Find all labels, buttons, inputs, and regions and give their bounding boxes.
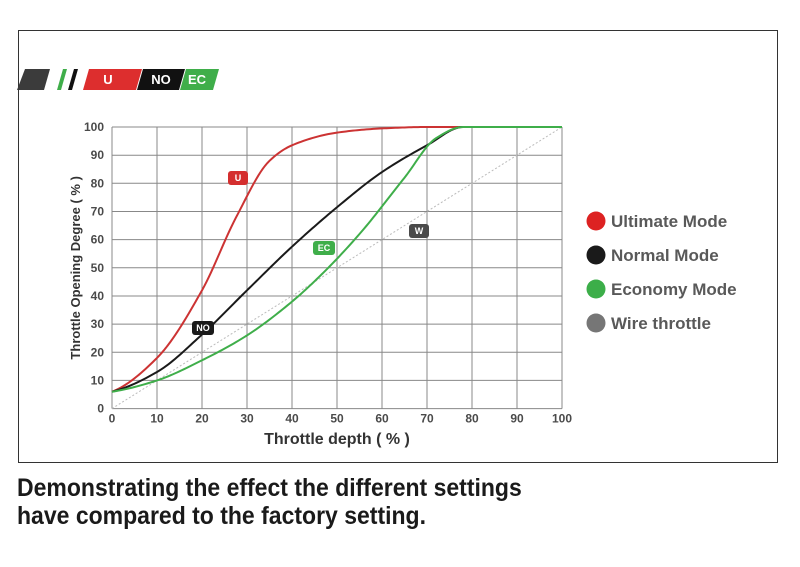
- svg-text:Throttle Opening Degree ( % ): Throttle Opening Degree ( % ): [68, 176, 83, 359]
- svg-text:U: U: [235, 173, 242, 183]
- svg-text:Normal Mode: Normal Mode: [611, 246, 719, 265]
- svg-text:90: 90: [91, 148, 105, 162]
- svg-text:70: 70: [420, 412, 434, 426]
- svg-text:10: 10: [150, 412, 164, 426]
- svg-text:50: 50: [330, 412, 344, 426]
- svg-text:30: 30: [240, 412, 254, 426]
- svg-text:80: 80: [91, 176, 105, 190]
- svg-text:10: 10: [91, 373, 105, 387]
- svg-text:60: 60: [375, 412, 389, 426]
- svg-text:90: 90: [510, 412, 524, 426]
- svg-text:Economy Mode: Economy Mode: [611, 280, 737, 299]
- svg-text:80: 80: [465, 412, 479, 426]
- svg-text:100: 100: [84, 120, 104, 134]
- svg-text:20: 20: [195, 412, 209, 426]
- svg-text:40: 40: [285, 412, 299, 426]
- svg-text:EC: EC: [318, 243, 331, 253]
- svg-text:Wire throttle: Wire throttle: [611, 314, 711, 333]
- svg-text:50: 50: [91, 261, 105, 275]
- svg-text:0: 0: [109, 412, 116, 426]
- svg-text:100: 100: [552, 412, 572, 426]
- svg-text:70: 70: [91, 205, 105, 219]
- svg-text:Ultimate Mode: Ultimate Mode: [611, 212, 727, 231]
- svg-text:30: 30: [91, 317, 105, 331]
- svg-text:0: 0: [97, 402, 104, 416]
- svg-text:40: 40: [91, 289, 105, 303]
- svg-text:W: W: [415, 226, 424, 236]
- svg-text:NO: NO: [196, 323, 210, 333]
- svg-text:20: 20: [91, 345, 105, 359]
- svg-text:Throttle depth ( % ): Throttle depth ( % ): [264, 431, 410, 448]
- svg-text:60: 60: [91, 233, 105, 247]
